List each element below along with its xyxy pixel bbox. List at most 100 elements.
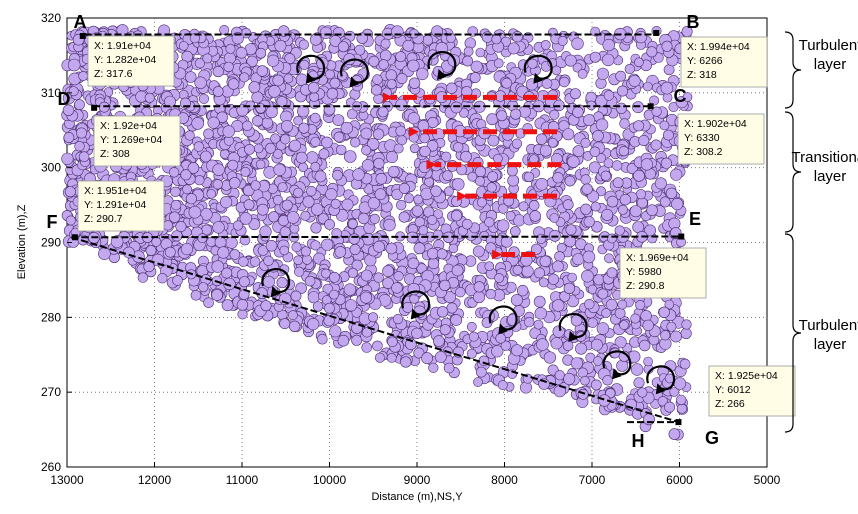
particle-marker [171, 230, 183, 242]
particle-marker [329, 325, 342, 338]
particle-marker [473, 377, 483, 387]
particle-marker [626, 162, 638, 175]
particle-marker [439, 324, 451, 336]
particle-marker [567, 155, 580, 168]
particle-marker [398, 182, 410, 194]
particle-marker [279, 245, 290, 256]
particle-marker [137, 272, 149, 283]
particle-marker [375, 173, 388, 185]
particle-marker [67, 58, 81, 72]
particle-marker [533, 319, 544, 330]
particle-marker [603, 90, 615, 101]
particle-marker [642, 81, 653, 92]
particle-marker [211, 260, 225, 273]
particle-marker [450, 101, 463, 114]
particle-marker [510, 294, 523, 307]
particle-marker [485, 288, 496, 300]
particle-marker [396, 199, 407, 211]
particle-marker [387, 165, 400, 178]
particle-marker [307, 291, 320, 304]
datatip-marker [678, 233, 685, 240]
particle-marker [419, 133, 430, 144]
particle-marker [373, 157, 385, 169]
particle-marker [182, 184, 192, 195]
particle-marker [151, 236, 162, 247]
particle-marker [184, 130, 195, 141]
particle-marker [436, 306, 449, 318]
particle-marker [432, 229, 444, 240]
particle-marker [240, 166, 251, 177]
particle-marker [217, 246, 230, 259]
particle-marker [331, 228, 342, 239]
particle-marker [190, 289, 202, 301]
particle-marker [455, 287, 466, 298]
particle-marker [443, 362, 455, 374]
particle-marker [288, 139, 301, 152]
particle-marker [178, 41, 189, 51]
particle-marker [581, 269, 594, 283]
particle-marker [511, 138, 523, 149]
particle-marker [170, 199, 182, 211]
particle-marker [597, 288, 609, 300]
particle-marker [369, 213, 380, 224]
particle-marker [491, 34, 502, 45]
particle-marker [616, 359, 629, 372]
particle-marker [382, 277, 394, 289]
particle-marker [198, 93, 209, 104]
particle-marker [110, 235, 124, 248]
particle-marker [493, 153, 503, 164]
particle-marker [605, 298, 618, 311]
particle-marker [589, 51, 601, 63]
particle-marker [337, 334, 350, 347]
particle-marker [206, 236, 217, 247]
particle-marker [291, 242, 302, 253]
particle-marker [602, 38, 615, 52]
particle-marker [238, 276, 250, 288]
particle-marker [309, 33, 322, 46]
particle-marker [343, 150, 357, 163]
particle-marker [428, 362, 439, 373]
particle-marker [306, 185, 317, 197]
particle-marker [670, 168, 683, 181]
particle-marker [681, 319, 692, 330]
particle-marker [484, 217, 495, 228]
particle-marker [606, 267, 618, 279]
particle-marker [666, 321, 677, 332]
particle-marker [601, 308, 611, 318]
particle-marker [260, 300, 272, 312]
particle-marker [330, 198, 341, 209]
particle-marker [281, 199, 293, 211]
particle-marker [657, 396, 668, 407]
particle-marker [172, 275, 183, 286]
particle-marker [595, 186, 606, 197]
particle-marker [393, 271, 404, 282]
particle-marker [590, 379, 602, 391]
particle-marker [474, 176, 485, 187]
datatip-line: Y: 6330 [684, 132, 720, 144]
datatip-line: X: 1.902e+04 [684, 118, 747, 130]
particle-marker [257, 245, 269, 256]
particle-marker [310, 161, 321, 172]
particle-marker [629, 205, 642, 218]
particle-marker [302, 195, 315, 208]
particle-marker [300, 210, 311, 221]
particle-marker [407, 257, 420, 270]
particle-marker [391, 282, 403, 294]
particle-marker [525, 78, 538, 91]
particle-marker [206, 189, 217, 199]
particle-marker [413, 347, 425, 359]
particle-marker [601, 53, 615, 67]
particle-marker [409, 143, 420, 154]
particle-marker [283, 73, 294, 84]
particle-marker [638, 339, 651, 352]
particle-marker [333, 131, 345, 143]
particle-marker [418, 161, 431, 174]
particle-marker [372, 74, 383, 85]
particle-marker [634, 30, 648, 44]
particle-marker [642, 319, 654, 332]
particle-marker [346, 108, 358, 120]
particle-marker [188, 205, 202, 219]
layer-label: Transitional [792, 149, 858, 166]
particle-marker [203, 128, 214, 140]
particle-marker [583, 114, 596, 127]
